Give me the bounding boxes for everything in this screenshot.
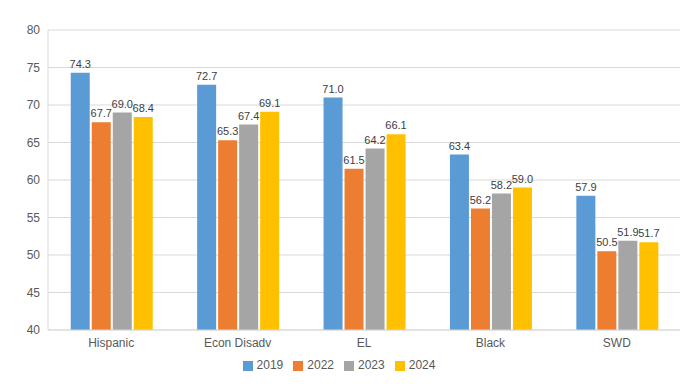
html-text:2024: 2024 [408,358,436,372]
svg-text:51.9: 51.9 [617,226,638,238]
svg-text:65.3: 65.3 [217,125,238,137]
svg-text:63.4: 63.4 [449,140,470,152]
svg-text:EL: EL [357,336,372,350]
svg-text:50.5: 50.5 [596,236,617,248]
svg-text:67.7: 67.7 [91,107,112,119]
svg-text:64.2: 64.2 [364,134,385,146]
svg-text:56.2: 56.2 [470,194,491,206]
svg-text:74.3: 74.3 [70,58,91,70]
svg-text:40: 40 [27,323,41,337]
svg-text:66.1: 66.1 [385,119,406,131]
svg-text:57.9: 57.9 [575,181,596,193]
svg-text:72.7: 72.7 [196,70,217,82]
svg-text:45: 45 [27,286,41,300]
svg-text:55: 55 [27,211,41,225]
svg-text:80: 80 [27,23,41,37]
svg-text:75: 75 [27,61,41,75]
svg-text:58.2: 58.2 [491,179,512,191]
svg-text:67.4: 67.4 [238,110,259,122]
html-text:2023: 2023 [358,358,385,372]
html-text:2019: 2019 [256,358,284,372]
svg-text:59.0: 59.0 [512,173,533,185]
svg-text:51.7: 51.7 [638,227,659,239]
svg-text:Hispanic: Hispanic [88,336,134,350]
svg-text:70: 70 [27,98,41,112]
svg-text:61.5: 61.5 [343,154,364,166]
svg-text:50: 50 [27,248,41,262]
svg-text:71.0: 71.0 [322,83,343,95]
svg-text:Econ Disadv: Econ Disadv [204,336,271,350]
svg-text:Black: Black [476,336,506,350]
svg-text:65: 65 [27,136,41,150]
svg-text:69.0: 69.0 [112,98,133,110]
svg-text:68.4: 68.4 [133,102,154,114]
html-text:2022: 2022 [307,358,334,372]
svg-text:69.1: 69.1 [259,97,280,109]
svg-text:60: 60 [27,173,41,187]
svg-text:SWD: SWD [603,336,631,350]
